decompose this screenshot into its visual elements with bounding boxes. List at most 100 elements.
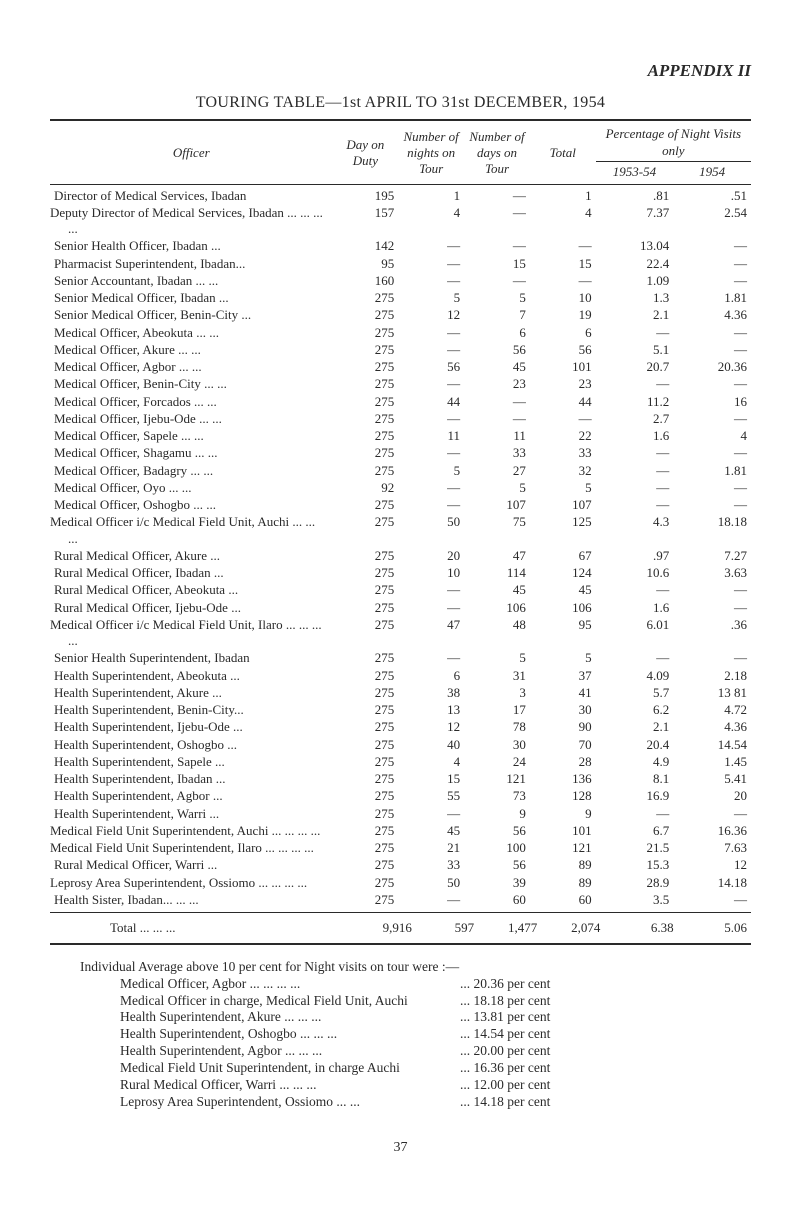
cell-nights: 5 (398, 290, 464, 307)
cell-total: — (530, 410, 596, 427)
cell-p53: 6.01 (596, 616, 674, 650)
cell-total: 41 (530, 684, 596, 701)
cell-officer: Health Superintendent, Benin-City... (50, 702, 332, 719)
cell-day: 275 (332, 497, 398, 514)
cell-officer: Medical Officer, Abeokuta ... ... (50, 324, 332, 341)
cell-p54: 3.63 (673, 565, 751, 582)
table-row: Health Superintendent, Sapele ...2754242… (50, 753, 751, 770)
cell-nights: 10 (398, 565, 464, 582)
cell-nights: 55 (398, 788, 464, 805)
cell-p53: 4.09 (596, 667, 674, 684)
table-row: Senior Medical Officer, Ibadan ...275551… (50, 290, 751, 307)
cell-p54: .51 (673, 187, 751, 204)
cell-p53: 1.6 (596, 599, 674, 616)
col-nights: Number of nights on Tour (398, 124, 464, 182)
cell-p53: — (596, 324, 674, 341)
cell-officer: Health Sister, Ibadan... ... ... (50, 891, 332, 908)
cell-p53: 10.6 (596, 565, 674, 582)
total-days: 1,477 (478, 916, 541, 940)
cell-p53: .97 (596, 547, 674, 564)
footnote-label: Rural Medical Officer, Warri ... ... ... (120, 1077, 460, 1094)
cell-days: 56 (464, 341, 530, 358)
cell-days: 11 (464, 428, 530, 445)
cell-nights: 6 (398, 667, 464, 684)
cell-officer: Health Superintendent, Akure ... (50, 684, 332, 701)
cell-p53: 16.9 (596, 788, 674, 805)
table-row: Leprosy Area Superintendent, Ossiomo ...… (50, 874, 751, 891)
cell-p54: 4.36 (673, 719, 751, 736)
cell-p54: — (673, 324, 751, 341)
cell-p53: 20.7 (596, 359, 674, 376)
table-row: Medical Officer, Shagamu ... ...275—3333… (50, 445, 751, 462)
table-row: Medical Field Unit Superintendent, Ilaro… (50, 840, 751, 857)
cell-day: 275 (332, 514, 398, 548)
cell-days: 45 (464, 359, 530, 376)
cell-p53: 7.37 (596, 204, 674, 238)
cell-day: 195 (332, 187, 398, 204)
cell-officer: Medical Officer, Oshogbo ... ... (50, 497, 332, 514)
cell-day: 275 (332, 341, 398, 358)
cell-day: 275 (332, 359, 398, 376)
cell-p53: 1.6 (596, 428, 674, 445)
table-row: Health Superintendent, Warri ...275—99—— (50, 805, 751, 822)
footnote-row: Medical Field Unit Superintendent, in ch… (120, 1060, 751, 1077)
table-row: Medical Officer, Sapele ... ...275111122… (50, 428, 751, 445)
cell-days: 107 (464, 497, 530, 514)
cell-p53: — (596, 650, 674, 667)
table-row: Pharmacist Superintendent, Ibadan...95—1… (50, 255, 751, 272)
cell-officer: Senior Health Superintendent, Ibadan (50, 650, 332, 667)
cell-p54: — (673, 650, 751, 667)
cell-nights: — (398, 376, 464, 393)
table-row: Health Sister, Ibadan... ... ...275—6060… (50, 891, 751, 908)
table-row: Medical Officer, Agbor ... ...2755645101… (50, 359, 751, 376)
cell-officer: Rural Medical Officer, Warri ... (50, 857, 332, 874)
table-row: Medical Officer, Ijebu-Ode ... ...275———… (50, 410, 751, 427)
col-pct-1953-54: 1953-54 (596, 161, 674, 182)
footnote-heading: Individual Average above 10 per cent for… (80, 959, 751, 976)
cell-day: 275 (332, 428, 398, 445)
cell-days: 3 (464, 684, 530, 701)
cell-p53: 20.4 (596, 736, 674, 753)
cell-days: 60 (464, 891, 530, 908)
cell-total: 4 (530, 204, 596, 238)
cell-officer: Pharmacist Superintendent, Ibadan... (50, 255, 332, 272)
cell-total: 101 (530, 822, 596, 839)
cell-day: 275 (332, 393, 398, 410)
cell-nights: — (398, 238, 464, 255)
table-row: Medical Officer, Abeokuta ... ...275—66—… (50, 324, 751, 341)
footnote-label: Health Superintendent, Oshogbo ... ... .… (120, 1026, 460, 1043)
cell-total: 60 (530, 891, 596, 908)
cell-day: 275 (332, 650, 398, 667)
cell-nights: 50 (398, 874, 464, 891)
cell-day: 275 (332, 445, 398, 462)
cell-total: — (530, 272, 596, 289)
total-p54: 5.06 (678, 916, 751, 940)
cell-officer: Health Superintendent, Warri ... (50, 805, 332, 822)
cell-nights: 1 (398, 187, 464, 204)
cell-p53: 1.3 (596, 290, 674, 307)
cell-total: 15 (530, 255, 596, 272)
cell-p54: — (673, 255, 751, 272)
cell-total: 44 (530, 393, 596, 410)
cell-p54: 20.36 (673, 359, 751, 376)
footnote-value: ... 20.00 per cent (460, 1043, 550, 1060)
cell-total: 56 (530, 341, 596, 358)
cell-p54: — (673, 445, 751, 462)
cell-nights: 33 (398, 857, 464, 874)
cell-p53: 13.04 (596, 238, 674, 255)
cell-nights: — (398, 341, 464, 358)
cell-nights: 15 (398, 771, 464, 788)
table-row: Director of Medical Services, Ibadan1951… (50, 187, 751, 204)
cell-p54: — (673, 238, 751, 255)
cell-nights: — (398, 582, 464, 599)
cell-days: 39 (464, 874, 530, 891)
cell-day: 157 (332, 204, 398, 238)
cell-days: — (464, 272, 530, 289)
cell-p54: 13 81 (673, 684, 751, 701)
cell-officer: Medical Officer, Ijebu-Ode ... ... (50, 410, 332, 427)
cell-total: 89 (530, 874, 596, 891)
cell-officer: Senior Medical Officer, Ibadan ... (50, 290, 332, 307)
cell-p53: 1.09 (596, 272, 674, 289)
cell-nights: 5 (398, 462, 464, 479)
footnote-value: ... 16.36 per cent (460, 1060, 550, 1077)
